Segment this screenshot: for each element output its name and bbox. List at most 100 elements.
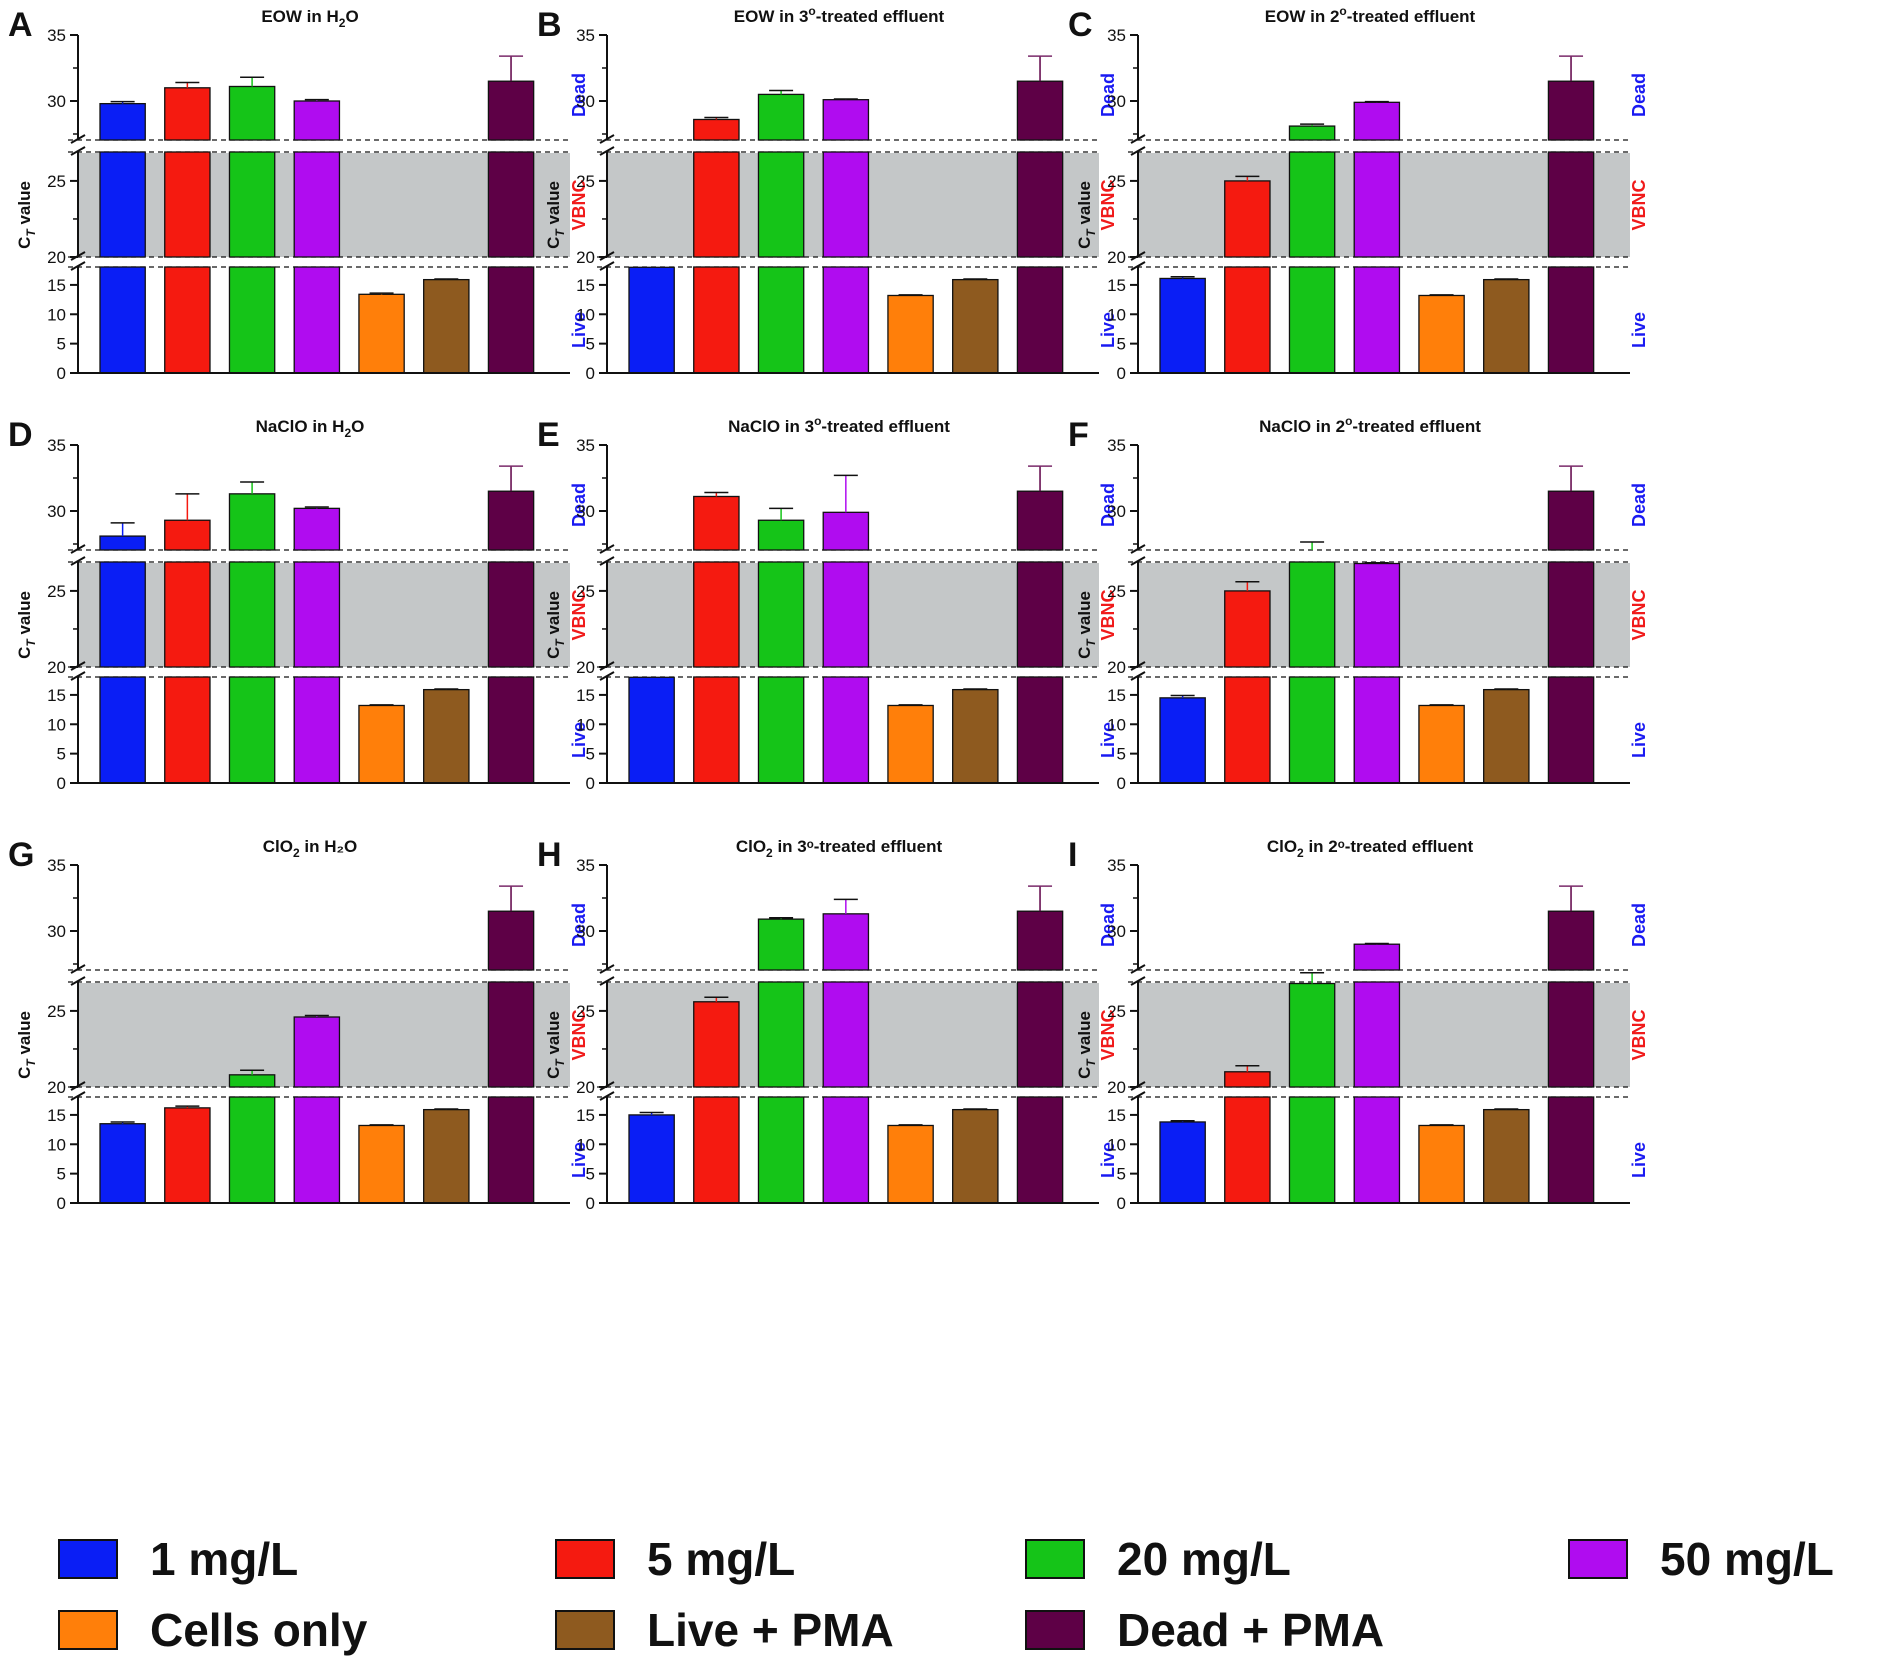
ylabel-value: value	[1075, 591, 1094, 639]
title-main: ClO	[263, 837, 293, 856]
bar-3	[293, 266, 341, 374]
y-tick-label: 10	[47, 715, 66, 734]
panel-title: EOW in 3o-treated effluent	[734, 4, 945, 26]
bar-6	[1016, 266, 1064, 374]
bar-2	[228, 676, 276, 784]
legend-item-20mgl: 20 mg/L	[1025, 1532, 1291, 1586]
y-tick-label: 15	[47, 1106, 66, 1125]
title-main: ClO	[736, 837, 766, 856]
title-subscript: 2	[766, 846, 773, 860]
bar-3	[822, 266, 870, 374]
bar-0	[628, 1114, 675, 1204]
y-tick-label: 30	[576, 922, 595, 941]
bar-2	[757, 918, 805, 971]
bar-2	[1288, 1096, 1336, 1204]
y-tick-label: 15	[576, 276, 595, 295]
y-tick-label: 35	[47, 856, 66, 875]
bar-1	[164, 676, 211, 784]
bar-0	[99, 1123, 146, 1204]
bar-2	[228, 151, 276, 258]
axis-break-mark	[599, 964, 615, 986]
bar-6	[1547, 80, 1595, 141]
bar-6	[1016, 561, 1064, 668]
bar-6	[1016, 80, 1064, 141]
legend-item-1mgl: 1 mg/L	[58, 1532, 298, 1586]
zone-label-dead: Dead	[1098, 903, 1118, 947]
bar-3	[293, 1016, 341, 1088]
bar-2	[228, 561, 276, 668]
ylabel-value: value	[544, 1011, 563, 1059]
legend-swatch-5mgl	[555, 1539, 615, 1579]
bar-6	[1547, 910, 1595, 971]
y-tick-label: 10	[1107, 305, 1126, 324]
bar-5	[423, 688, 470, 784]
panel-E: E NaClO in 3o-treated effluent 35 30 25 20 15 1…	[537, 414, 1118, 793]
zone-label-vbnc: VBNC	[1098, 589, 1118, 640]
y-tick-label: 20	[1107, 248, 1126, 267]
bar-5	[952, 278, 999, 374]
ylabel-value: value	[1075, 181, 1094, 229]
bar-1	[693, 1001, 740, 1088]
bar-3	[822, 981, 870, 1088]
panel-title: NaClO in 3o-treated effluent	[728, 414, 950, 436]
zone-label-live: Live	[1098, 312, 1118, 348]
title-superscript: o	[1339, 4, 1346, 18]
bar-5	[952, 688, 999, 784]
zone-label-dead: Dead	[1629, 73, 1649, 117]
bar-2	[1288, 266, 1336, 374]
bar-0	[99, 151, 146, 258]
bar-4	[358, 1124, 405, 1204]
title-main: ClO	[1267, 837, 1297, 856]
bar-2	[1288, 676, 1336, 784]
title-suffix: in 2ᵒ-treated effluent	[1304, 837, 1474, 856]
legend-item-dead-pma: Dead + PMA	[1025, 1603, 1384, 1657]
y-tick-label: 35	[576, 436, 595, 455]
bar-2	[757, 1096, 805, 1204]
bar-5	[423, 1108, 470, 1204]
legend-swatch-20mgl	[1025, 1539, 1085, 1579]
title-subscript: 2	[339, 16, 346, 30]
bar-4	[1418, 1124, 1465, 1204]
zone-label-vbnc: VBNC	[1629, 589, 1649, 640]
bar-2	[228, 493, 276, 551]
ylabel-value: value	[544, 591, 563, 639]
ylabel-c: C	[15, 237, 34, 249]
y-tick-label: 20	[47, 248, 66, 267]
ylabel-t: T	[553, 228, 567, 237]
bar-2	[757, 151, 805, 258]
axis-break-mark	[70, 544, 86, 566]
bar-3	[822, 561, 870, 668]
title-suffix: -treated effluent	[816, 7, 945, 26]
bar-1	[693, 151, 740, 258]
bar-1	[164, 561, 211, 668]
y-axis-label: CT value	[544, 181, 567, 249]
title-main: NaClO in 2	[1259, 417, 1345, 436]
legend: 1 mg/L 5 mg/L 20 mg/L 50 mg/L Cells only…	[0, 1510, 1895, 1656]
y-tick-label: 10	[47, 1135, 66, 1154]
legend-label-5mgl: 5 mg/L	[647, 1533, 796, 1585]
y-tick-label: 30	[47, 502, 66, 521]
panel-C: C EOW in 2o-treated effluent 35 30 25 20 15 10 5…	[1068, 4, 1649, 383]
bar-3	[293, 100, 341, 141]
bar-6	[1016, 151, 1064, 258]
bar-1	[693, 495, 740, 551]
ylabel-t: T	[24, 228, 38, 237]
bar-3	[293, 1096, 341, 1204]
bar-0	[99, 535, 146, 551]
title-subscript: 2	[344, 426, 351, 440]
panel-H: H ClO2 in 3ᵒ-treated effluent353025201510…	[537, 836, 1118, 1213]
bar-3	[293, 507, 341, 551]
y-tick-label: 25	[576, 172, 595, 191]
bar-6	[1016, 981, 1064, 1088]
y-tick-label: 0	[1117, 1194, 1126, 1213]
panel-B: B EOW in 3o-treated effluent 35 30 25 20 15 10 5…	[537, 4, 1118, 383]
bar-2	[757, 519, 805, 551]
ylabel-c: C	[1075, 1067, 1094, 1079]
axis-break-mark	[70, 964, 86, 986]
axis-break-mark	[70, 134, 86, 156]
bar-4	[358, 293, 405, 374]
legend-label-cells-only: Cells only	[150, 1604, 368, 1656]
ylabel-c: C	[1075, 647, 1094, 659]
bar-5	[1483, 278, 1530, 374]
bar-3	[293, 676, 341, 784]
